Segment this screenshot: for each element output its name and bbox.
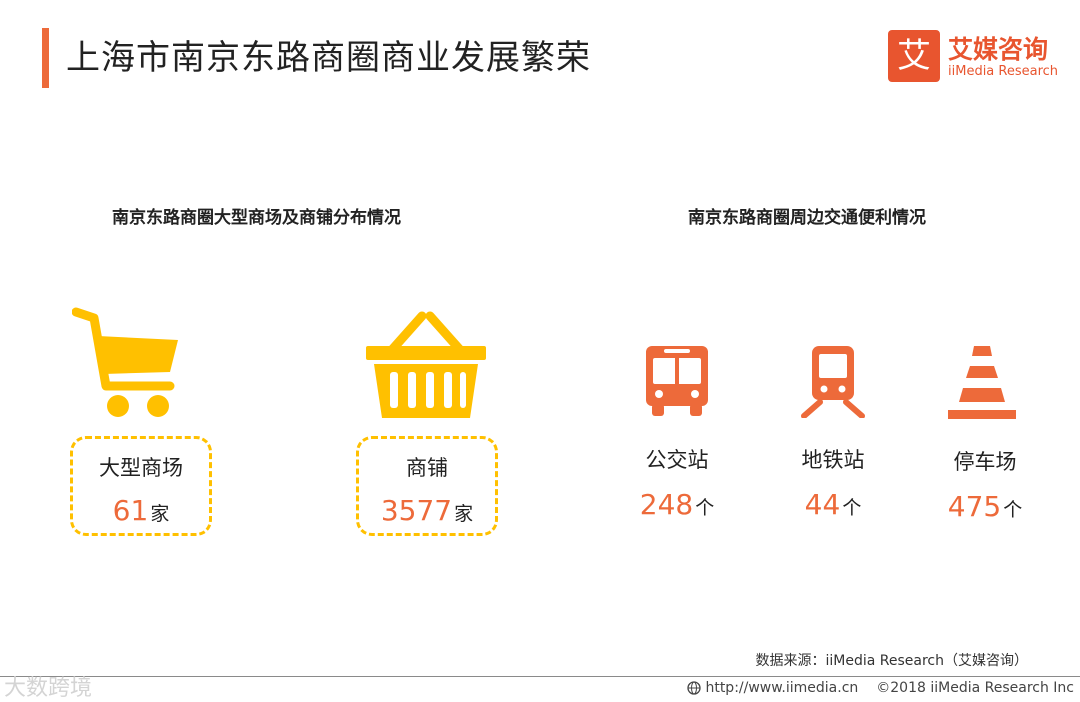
iimedia-logo: 艾 艾媒咨询 iiMedia Research	[888, 30, 1058, 82]
mall-unit: 家	[150, 503, 170, 525]
footer-copyright: ©2018 iiMedia Research Inc	[876, 680, 1074, 696]
bus-stop-unit: 个	[695, 497, 715, 519]
title-accent-bar	[42, 28, 49, 88]
footer-url[interactable]: http://www.iimedia.cn	[705, 680, 859, 696]
shop-stat-box	[356, 436, 498, 536]
parking-count-wrap: 475 个	[920, 490, 1050, 523]
logo-mark: 艾	[888, 30, 940, 82]
shop-label: 商铺	[406, 456, 448, 480]
bus-stop-count: 248	[639, 488, 694, 521]
bus-stop-label: 公交站	[645, 448, 709, 472]
bus-stop-count-wrap: 248 个	[612, 488, 742, 521]
footer-divider	[0, 676, 1080, 677]
footer-info: http://www.iimedia.cn ©2018 iiMedia Resea…	[687, 680, 1074, 696]
traffic-cone-icon	[948, 346, 1016, 419]
shopping-cart-icon	[72, 307, 178, 417]
mall-label: 大型商场	[99, 456, 183, 480]
shop-unit: 家	[454, 503, 474, 525]
mall-count: 61	[112, 494, 149, 527]
parking-label: 停车场	[953, 450, 1017, 474]
parking-count: 475	[947, 490, 1002, 523]
globe-icon	[687, 681, 702, 695]
subway-unit: 个	[842, 497, 862, 519]
mall-count-wrap: 61 家	[76, 494, 206, 527]
subway-station-label: 地铁站	[801, 448, 865, 472]
bus-icon	[646, 346, 708, 416]
subway-icon	[801, 346, 865, 418]
shop-count-wrap: 3577 家	[362, 494, 492, 527]
shop-count: 3577	[380, 494, 453, 527]
watermark-text: 大数跨境	[4, 676, 93, 701]
right-section-title: 南京东路商圈周边交通便利情况	[688, 208, 926, 228]
mall-stat-box	[70, 436, 212, 536]
logo-name-en: iiMedia Research	[948, 64, 1059, 79]
page-title: 上海市南京东路商圈商业发展繁荣	[66, 38, 591, 78]
subway-count-wrap: 44 个	[768, 488, 898, 521]
parking-unit: 个	[1003, 499, 1023, 521]
data-source: 数据来源：iiMedia Research（艾媒咨询）	[755, 653, 1029, 669]
subway-count: 44	[804, 488, 841, 521]
shopping-basket-icon	[366, 311, 486, 418]
left-section-title: 南京东路商圈大型商场及商铺分布情况	[112, 208, 401, 228]
logo-name-cn: 艾媒咨询	[948, 35, 1049, 64]
